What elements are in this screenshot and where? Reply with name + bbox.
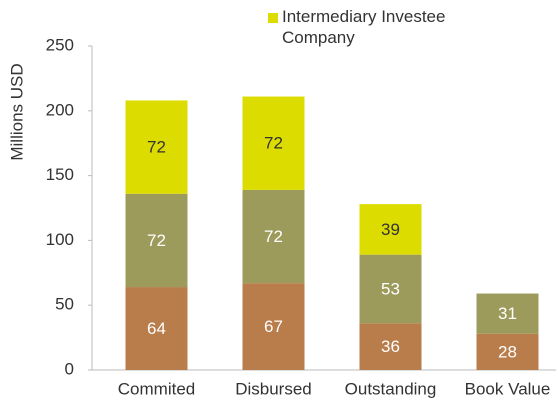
bar-segment <box>359 204 422 255</box>
data-label: 64 <box>147 319 166 338</box>
y-tick-label: 100 <box>46 230 74 249</box>
data-label: 72 <box>264 227 283 246</box>
x-tick-label: Disbursed <box>235 379 312 398</box>
data-label: 53 <box>381 279 400 298</box>
y-tick-label: 200 <box>46 100 74 119</box>
data-label: 36 <box>381 337 400 356</box>
legend-item: Intermediary Investee Company <box>268 6 508 48</box>
bar-segment <box>476 333 539 370</box>
bar-segment <box>125 287 188 370</box>
x-tick-label: Book Value <box>465 379 551 398</box>
data-label: 28 <box>498 342 517 361</box>
y-tick-label: 0 <box>65 359 74 378</box>
legend-label: Intermediary Investee Company <box>282 7 446 47</box>
data-label: 31 <box>498 304 517 323</box>
data-label: 39 <box>381 220 400 239</box>
y-tick-label: 150 <box>46 165 74 184</box>
bar-segment <box>476 293 539 334</box>
bar-segment <box>125 100 188 194</box>
y-tick-label: 50 <box>55 295 74 314</box>
legend-swatch <box>268 13 278 23</box>
data-label: 67 <box>264 317 283 336</box>
data-label: 72 <box>147 231 166 250</box>
data-label: 72 <box>264 134 283 153</box>
x-tick-label: Outstanding <box>345 379 437 398</box>
y-tick-label: 250 <box>46 35 74 54</box>
bar-segment <box>242 283 305 370</box>
data-label: 72 <box>147 138 166 157</box>
bar-segment <box>242 189 305 284</box>
bar-segment <box>125 193 188 288</box>
bar-segment <box>359 254 422 324</box>
y-axis-title: Millions USD <box>7 63 26 160</box>
x-tick-label: Commited <box>118 379 195 398</box>
bar-segment <box>359 323 422 370</box>
bar-segment <box>242 96 305 190</box>
legend: Intermediary Investee Company <box>268 6 508 48</box>
